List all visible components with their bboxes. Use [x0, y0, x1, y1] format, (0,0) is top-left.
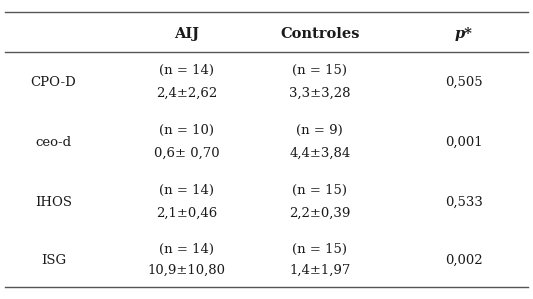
Text: ceo-d: ceo-d	[35, 135, 71, 149]
Text: 1,4±1,97: 1,4±1,97	[289, 263, 351, 276]
Text: (n = 15): (n = 15)	[292, 184, 348, 197]
Text: 3,3±3,28: 3,3±3,28	[289, 86, 351, 100]
Text: 0,001: 0,001	[445, 135, 482, 149]
Text: Controles: Controles	[280, 28, 360, 41]
Text: 10,9±10,80: 10,9±10,80	[148, 263, 225, 276]
Text: AIJ: AIJ	[174, 28, 199, 41]
Text: (n = 15): (n = 15)	[292, 64, 348, 77]
Text: 2,4±2,62: 2,4±2,62	[156, 86, 217, 100]
Text: (n = 15): (n = 15)	[292, 243, 348, 256]
Text: IHOS: IHOS	[35, 196, 72, 209]
Text: (n = 14): (n = 14)	[159, 184, 214, 197]
Text: CPO-D: CPO-D	[30, 76, 76, 89]
Text: 0,533: 0,533	[445, 196, 483, 209]
Text: p*: p*	[455, 28, 473, 41]
Text: 0,6± 0,70: 0,6± 0,70	[154, 146, 220, 159]
Text: 2,2±0,39: 2,2±0,39	[289, 207, 351, 220]
Text: 4,4±3,84: 4,4±3,84	[289, 146, 350, 159]
Text: 0,002: 0,002	[445, 254, 482, 267]
Text: (n = 9): (n = 9)	[296, 123, 343, 137]
Text: (n = 14): (n = 14)	[159, 243, 214, 256]
Text: (n = 10): (n = 10)	[159, 123, 214, 137]
Text: (n = 14): (n = 14)	[159, 64, 214, 77]
Text: ISG: ISG	[41, 254, 66, 267]
Text: 0,505: 0,505	[445, 76, 482, 89]
Text: 2,1±0,46: 2,1±0,46	[156, 207, 217, 220]
